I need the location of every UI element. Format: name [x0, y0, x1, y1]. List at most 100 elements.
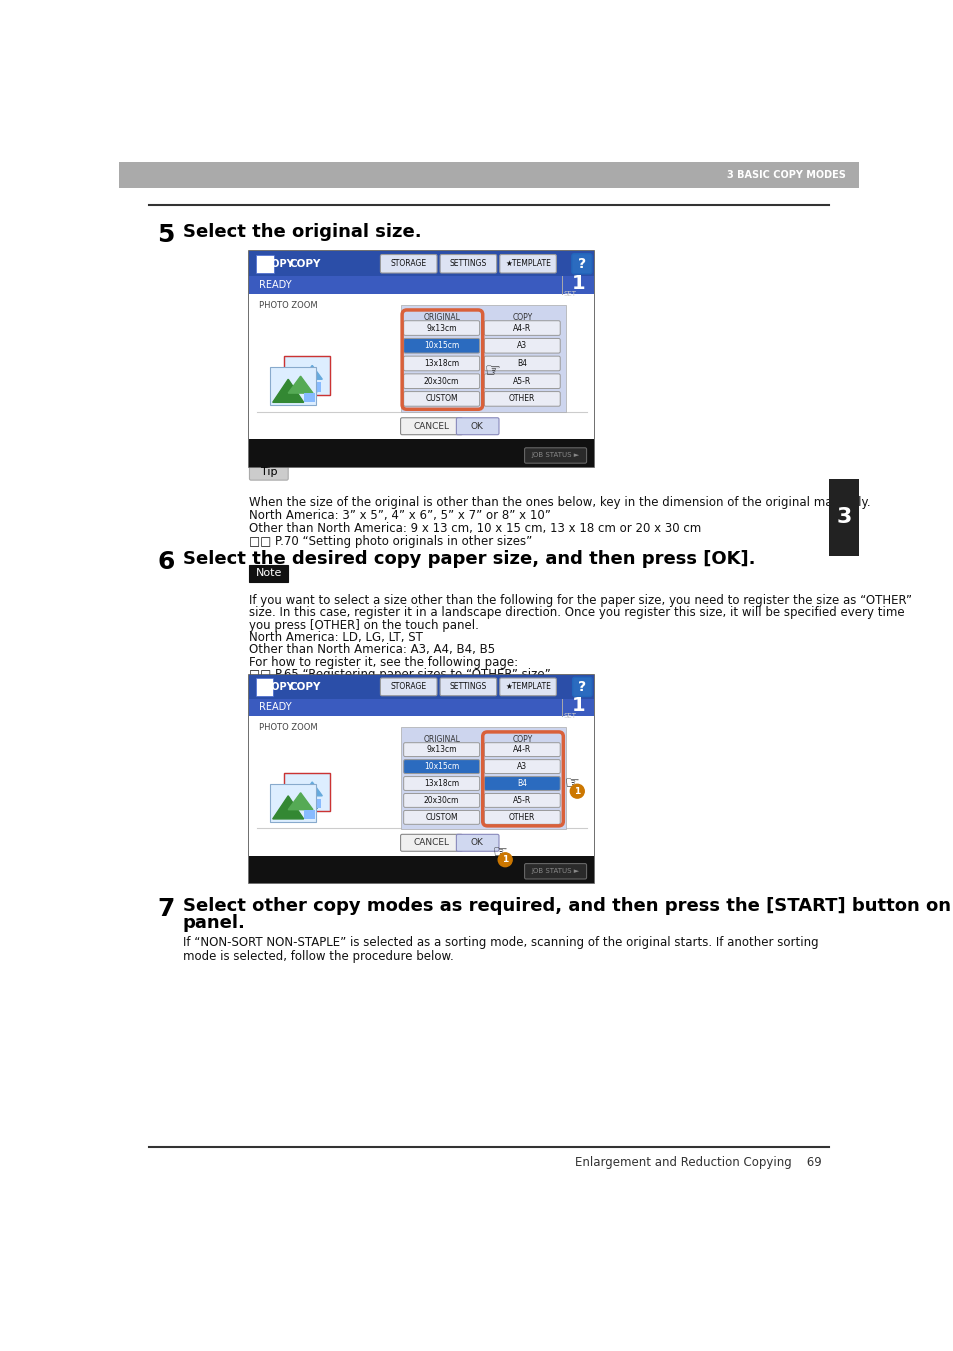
Text: B4: B4	[517, 359, 527, 367]
Bar	[249, 439, 594, 467]
Text: 1: 1	[574, 786, 579, 796]
Text: COPY: COPY	[289, 682, 320, 692]
Bar	[283, 357, 330, 394]
Text: 20x30cm: 20x30cm	[423, 377, 458, 385]
FancyBboxPatch shape	[400, 417, 462, 435]
FancyBboxPatch shape	[484, 743, 559, 757]
Bar	[303, 393, 314, 403]
Bar	[283, 773, 330, 811]
FancyBboxPatch shape	[571, 254, 592, 274]
Text: OK: OK	[471, 422, 483, 431]
Polygon shape	[302, 782, 322, 796]
Text: 6: 6	[157, 550, 174, 574]
Text: panel.: panel.	[183, 915, 246, 932]
Text: 3: 3	[836, 507, 851, 527]
Text: A3: A3	[517, 762, 527, 771]
Text: Select the desired copy paper size, and then press [OK].: Select the desired copy paper size, and …	[183, 550, 755, 569]
Text: ☞: ☞	[493, 843, 507, 861]
FancyBboxPatch shape	[403, 743, 479, 757]
Text: 9x13cm: 9x13cm	[426, 323, 456, 332]
Text: 1: 1	[572, 696, 585, 715]
Text: If “NON-SORT NON-STAPLE” is selected as a sorting mode, scanning of the original: If “NON-SORT NON-STAPLE” is selected as …	[183, 936, 818, 948]
FancyBboxPatch shape	[484, 320, 559, 335]
FancyBboxPatch shape	[456, 835, 498, 851]
FancyBboxPatch shape	[572, 677, 592, 697]
FancyBboxPatch shape	[456, 417, 498, 435]
Text: ORIGINAL: ORIGINAL	[423, 313, 460, 322]
Text: Select other copy modes as required, and then press the [START] button on the co: Select other copy modes as required, and…	[183, 897, 953, 916]
Text: SETTINGS: SETTINGS	[449, 682, 486, 692]
Text: 10x15cm: 10x15cm	[423, 762, 458, 771]
Text: OTHER: OTHER	[509, 813, 535, 821]
Bar	[283, 357, 330, 394]
FancyBboxPatch shape	[249, 463, 288, 480]
FancyBboxPatch shape	[403, 374, 479, 389]
Text: Tip: Tip	[260, 466, 276, 477]
Text: COPY: COPY	[265, 259, 294, 269]
Bar	[249, 698, 594, 716]
Bar	[249, 293, 594, 439]
Text: COPY: COPY	[264, 682, 294, 692]
Text: □□ P.70 “Setting photo originals in other sizes”: □□ P.70 “Setting photo originals in othe…	[249, 535, 532, 547]
Text: Select the original size.: Select the original size.	[183, 223, 421, 240]
Text: For how to register it, see the following page:: For how to register it, see the followin…	[249, 655, 518, 669]
Bar	[255, 254, 274, 273]
Bar	[255, 254, 274, 273]
FancyBboxPatch shape	[380, 254, 436, 273]
FancyBboxPatch shape	[403, 339, 479, 353]
Text: STORAGE: STORAGE	[390, 682, 426, 692]
Text: When the size of the original is other than the ones below, key in the dimension: When the size of the original is other t…	[249, 496, 870, 508]
FancyBboxPatch shape	[403, 320, 479, 335]
Text: 20x30cm: 20x30cm	[423, 796, 458, 805]
Text: ☞: ☞	[484, 362, 500, 380]
Text: Note: Note	[255, 569, 282, 578]
Bar	[270, 784, 315, 821]
Bar	[119, 162, 858, 188]
Text: size. In this case, register it in a landscape direction. Once you register this: size. In this case, register it in a lan…	[249, 607, 904, 619]
Polygon shape	[286, 369, 317, 392]
Text: 13x18cm: 13x18cm	[424, 780, 458, 788]
FancyBboxPatch shape	[499, 254, 556, 273]
Polygon shape	[273, 380, 303, 403]
Text: A5-R: A5-R	[513, 377, 531, 385]
Text: CUSTOM: CUSTOM	[425, 394, 457, 404]
FancyBboxPatch shape	[484, 811, 559, 824]
Text: JOB STATUS ►: JOB STATUS ►	[531, 453, 579, 458]
Circle shape	[570, 785, 583, 798]
Bar	[255, 678, 274, 696]
Text: ?: ?	[578, 257, 585, 270]
FancyBboxPatch shape	[484, 759, 559, 774]
Text: SET: SET	[562, 290, 576, 297]
Bar	[310, 798, 320, 808]
FancyBboxPatch shape	[400, 835, 462, 851]
Bar	[249, 251, 594, 467]
Text: 1: 1	[501, 855, 508, 865]
Text: ?: ?	[578, 680, 586, 694]
Text: READY: READY	[258, 703, 291, 712]
Text: A4-R: A4-R	[513, 323, 531, 332]
FancyBboxPatch shape	[484, 374, 559, 389]
Polygon shape	[288, 376, 313, 393]
Polygon shape	[288, 793, 313, 809]
Text: COPY: COPY	[513, 313, 533, 322]
Text: mode is selected, follow the procedure below.: mode is selected, follow the procedure b…	[183, 950, 453, 963]
Polygon shape	[302, 365, 322, 380]
Bar	[270, 367, 315, 405]
Text: 5: 5	[157, 223, 174, 247]
Text: 13x18cm: 13x18cm	[424, 359, 458, 367]
Text: OTHER: OTHER	[509, 394, 535, 404]
Text: North America: LD, LG, LT, ST: North America: LD, LG, LT, ST	[249, 631, 423, 644]
Bar	[303, 809, 314, 819]
Text: CANCEL: CANCEL	[414, 839, 449, 847]
Bar	[400, 305, 565, 412]
Text: CANCEL: CANCEL	[414, 422, 449, 431]
FancyBboxPatch shape	[403, 811, 479, 824]
Text: Other than North America: A3, A4, B4, B5: Other than North America: A3, A4, B4, B5	[249, 643, 495, 657]
Bar	[249, 251, 594, 276]
FancyBboxPatch shape	[439, 254, 497, 273]
FancyBboxPatch shape	[380, 678, 436, 696]
Bar	[310, 382, 320, 392]
FancyBboxPatch shape	[524, 863, 586, 880]
Text: North America: 3” x 5”, 4” x 6”, 5” x 7” or 8” x 10”: North America: 3” x 5”, 4” x 6”, 5” x 7”…	[249, 508, 551, 521]
Text: A4-R: A4-R	[513, 746, 531, 754]
